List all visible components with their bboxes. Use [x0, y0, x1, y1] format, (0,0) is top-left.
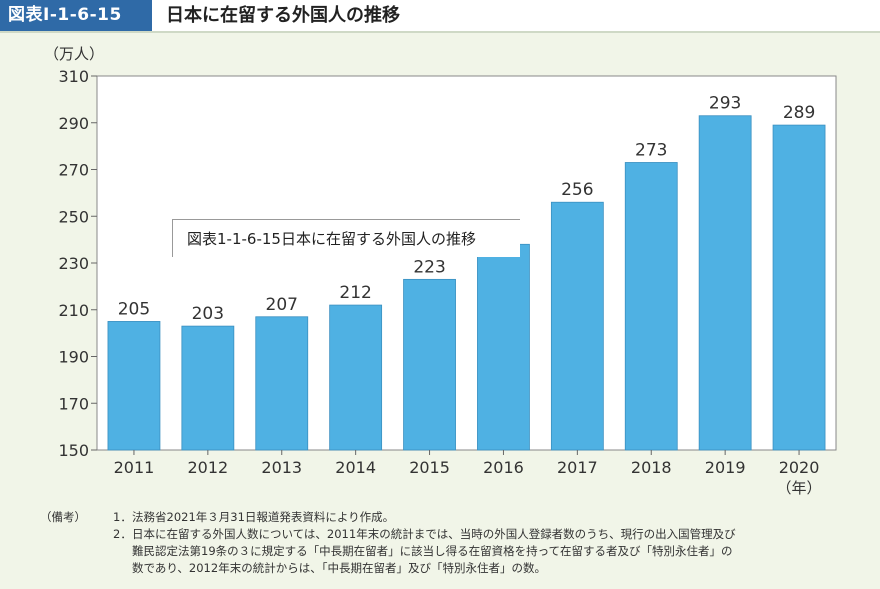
note-text: 法務省2021年３月31日報道発表資料により作成。 [132, 510, 395, 524]
bar [329, 304, 383, 451]
x-tick-label: 2012 [187, 458, 228, 477]
y-tick-label: 310 [58, 67, 89, 86]
note-number: 1． [113, 510, 132, 524]
bar [477, 243, 530, 451]
y-tick-label: 170 [58, 394, 89, 413]
bar [698, 115, 752, 451]
bar [107, 321, 161, 451]
x-tick-label: 2020 [779, 458, 820, 477]
x-tick-label: 2013 [261, 458, 302, 477]
note-text: 数であり、2012年末の統計からは、「中長期在留者」及び「特別永住者」の数。 [132, 561, 546, 575]
x-tick-label: 2018 [631, 458, 672, 477]
x-tick-label: 2016 [483, 458, 524, 477]
note-text: 日本に在留する外国人数については、2011年末の統計までは、当時の外国人登録者数… [132, 527, 736, 541]
bar [550, 201, 604, 451]
bar [403, 278, 456, 451]
bar-value-label: 273 [635, 140, 667, 160]
x-axis-unit: （年） [777, 479, 822, 497]
bar-value-label: 256 [561, 180, 593, 200]
notes: （備考） 1． 法務省2021年３月31日報道発表資料により作成。 2． 日本に… [40, 509, 860, 577]
bar [181, 325, 235, 451]
bar [255, 316, 309, 451]
y-tick-label: 150 [58, 441, 89, 460]
figure-title: 日本に在留する外国人の推移 [166, 5, 400, 26]
y-tick-label: 210 [58, 301, 89, 320]
image-tooltip: 図表1-1-6-15日本に在留する外国人の推移 [172, 219, 520, 257]
bar-value-label: 289 [783, 103, 815, 123]
bar-value-label: 212 [339, 283, 371, 303]
note-number: 2． [113, 527, 132, 541]
bar-value-label: 293 [709, 94, 741, 114]
bar-value-label: 203 [192, 304, 224, 324]
y-tick-label: 230 [58, 254, 89, 273]
figure-id: 図表Ⅰ-1-6-15 [0, 0, 152, 31]
x-tick-label: 2015 [409, 458, 450, 477]
bar [624, 162, 678, 451]
figure-header: 図表Ⅰ-1-6-15 日本に在留する外国人の推移 [0, 0, 880, 33]
bar-value-label: 223 [413, 257, 445, 277]
note-text: 難民認定法第19条の３に規定する「中長期在留者」に該当し得る在留資格を持って在留… [132, 544, 733, 558]
x-tick-label: 2017 [557, 458, 598, 477]
y-tick-label: 270 [58, 161, 89, 180]
x-tick-label: 2011 [114, 458, 155, 477]
y-tick-label: 290 [58, 114, 89, 133]
y-tick-label: 190 [58, 348, 89, 367]
y-tick-label: 250 [58, 207, 89, 226]
y-axis-label: （万人） [44, 45, 104, 63]
bar-chart: 150 170 190 210 230 250 270 290 310 （万人） 205 2011 20… [44, 45, 837, 497]
x-tick-label: 2014 [335, 458, 376, 477]
bar [772, 124, 826, 451]
bar-value-label: 205 [118, 299, 150, 319]
x-tick-label: 2019 [705, 458, 746, 477]
notes-heading: （備考） [40, 510, 86, 524]
bar-value-label: 207 [266, 295, 298, 315]
